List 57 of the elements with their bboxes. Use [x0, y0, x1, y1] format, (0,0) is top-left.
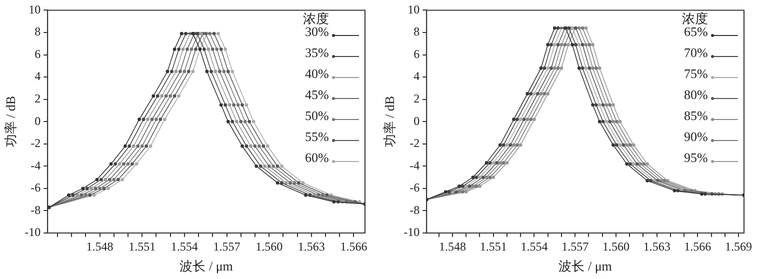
- x-tick-label: 1.548: [86, 239, 114, 254]
- y-tick-label: -6: [30, 180, 41, 195]
- legend-label: 90%: [683, 129, 708, 144]
- x-tick-label: 1.548: [438, 239, 466, 254]
- x-tick-label: 1.563: [298, 239, 325, 254]
- y-tick-label: 8: [34, 24, 41, 39]
- y-tick-label: 4: [34, 69, 41, 84]
- legend-label: 85%: [683, 108, 708, 124]
- x-tick-label: 1.560: [602, 239, 630, 254]
- x-axis-title: 波长 / μm: [180, 258, 233, 274]
- x-tick-label: 1.551: [128, 239, 156, 254]
- legend-label: 75%: [683, 66, 708, 82]
- y-tick-label: -10: [24, 225, 41, 240]
- legend-label: 40%: [304, 66, 329, 82]
- legend-label: 50%: [304, 108, 329, 124]
- legend-label: 80%: [683, 87, 708, 102]
- x-tick-label: 1.566: [684, 239, 712, 254]
- legend-label: 55%: [304, 129, 329, 144]
- legend-label: 95%: [683, 150, 708, 166]
- y-tick-label: 0: [414, 114, 420, 128]
- y-tick-label: -10: [404, 225, 420, 240]
- legend-label: 70%: [683, 45, 708, 60]
- y-tick-label: -8: [30, 202, 41, 217]
- y-tick-label: 2: [414, 91, 420, 106]
- legend-label: 45%: [304, 87, 329, 102]
- legend-label: 35%: [304, 45, 329, 60]
- y-tick-label: -2: [30, 136, 41, 150]
- y-tick-label: -4: [410, 158, 420, 172]
- x-axis-title: 波长 / μm: [558, 258, 612, 274]
- x-tick-label: 1.563: [643, 239, 670, 254]
- x-tick-label: 1.554: [520, 239, 548, 254]
- legend-label: 60%: [304, 150, 329, 166]
- x-tick-label: 1.560: [256, 239, 283, 254]
- legend-title: 浓度: [682, 11, 709, 26]
- y-tick-label: 6: [34, 46, 41, 61]
- x-tick-label: 1.551: [480, 239, 507, 254]
- y-tick-label: -4: [30, 158, 41, 172]
- x-tick-label: 1.557: [562, 239, 589, 254]
- y-tick-label: -8: [410, 202, 420, 217]
- y-axis-title: 功率 / dB: [3, 96, 18, 148]
- y-tick-label: 6: [414, 46, 420, 61]
- x-tick-label: 1.557: [213, 239, 240, 254]
- x-tick-label: 1.554: [170, 239, 198, 254]
- y-tick-label: 8: [414, 24, 420, 39]
- x-tick-label: 1.566: [340, 239, 368, 254]
- y-tick-label: 10: [28, 2, 41, 16]
- y-tick-label: 4: [414, 69, 420, 84]
- y-axis-title: 功率 / dB: [382, 96, 398, 148]
- legend-title: 浓度: [303, 11, 330, 26]
- y-tick-label: -6: [410, 180, 420, 195]
- y-tick-label: -2: [410, 136, 420, 150]
- x-tick-label: 1.569: [725, 239, 752, 254]
- y-tick-label: 2: [34, 91, 41, 106]
- legend-label: 65%: [684, 24, 708, 40]
- legend-label: 30%: [305, 24, 329, 40]
- y-tick-label: 0: [34, 114, 41, 128]
- y-tick-label: 10: [408, 2, 420, 16]
